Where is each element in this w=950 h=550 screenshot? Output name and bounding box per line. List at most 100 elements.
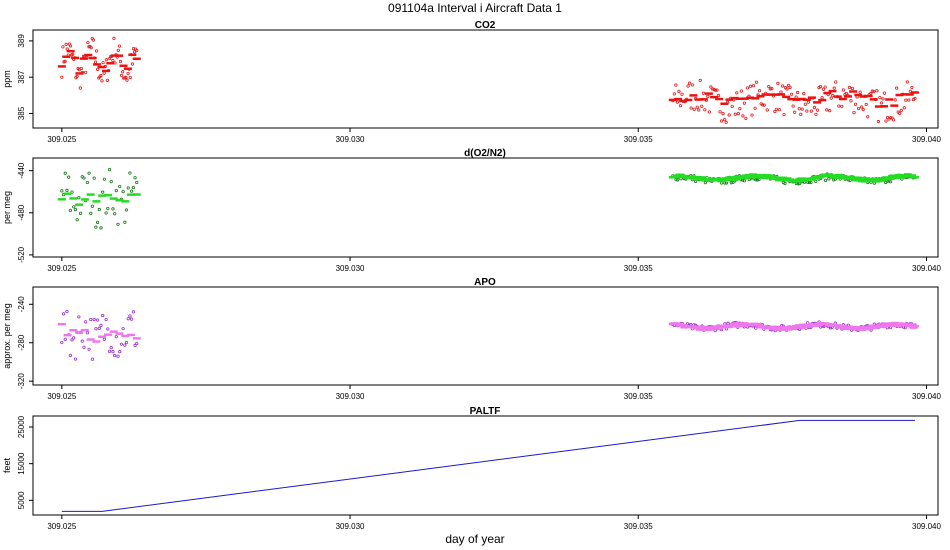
data-point <box>82 176 86 180</box>
data-point <box>116 222 120 226</box>
data-point <box>710 87 715 91</box>
data-point <box>131 310 135 314</box>
plot-frame <box>32 415 939 516</box>
data-point <box>133 176 137 180</box>
data-point <box>895 86 899 90</box>
data-point <box>125 78 129 82</box>
data-point <box>899 108 903 113</box>
data-point <box>672 92 676 96</box>
x-tick-label: 309.030 <box>336 135 365 144</box>
data-point <box>85 180 89 185</box>
data-point <box>709 85 713 89</box>
data-point <box>691 83 695 87</box>
data-point <box>870 89 874 93</box>
panel-title: CO2 <box>475 20 496 31</box>
data-point <box>79 66 83 71</box>
data-point <box>750 113 754 117</box>
data-point <box>884 119 888 123</box>
data-point <box>780 84 785 88</box>
data-point <box>77 315 81 319</box>
data-point <box>777 108 782 112</box>
data-point <box>739 89 743 93</box>
data-point <box>719 119 724 123</box>
data-point <box>126 317 130 321</box>
data-point <box>707 110 711 114</box>
data-point <box>879 101 884 105</box>
data-point <box>762 103 766 107</box>
data-point <box>757 177 761 182</box>
data-point <box>686 84 690 88</box>
data-point <box>701 91 705 95</box>
data-point <box>70 190 74 194</box>
y-axis-label: approx. per meg <box>2 303 12 369</box>
data-point <box>727 113 731 117</box>
data-point <box>807 180 811 185</box>
data-point <box>721 112 725 116</box>
data-point <box>697 108 701 112</box>
data-point <box>71 52 75 56</box>
data-point <box>90 204 95 208</box>
data-point <box>680 92 684 96</box>
data-point <box>797 107 801 111</box>
data-point <box>882 91 887 95</box>
data-point <box>72 205 76 209</box>
data-point <box>89 46 93 50</box>
data-point <box>748 84 753 88</box>
data-point <box>751 84 756 88</box>
data-point <box>840 104 844 108</box>
data-point <box>893 98 897 102</box>
data-point <box>821 87 826 91</box>
data-point <box>87 171 91 175</box>
x-tick-label: 309.025 <box>47 264 76 273</box>
data-point <box>794 95 798 99</box>
data-point <box>812 105 817 110</box>
panel-1: d(O2/N2) per meg -520 -480 -440 309.025 309.03… <box>2 148 941 273</box>
data-point <box>745 86 750 90</box>
y-tick-label: 15000 <box>17 452 26 475</box>
data-point <box>133 343 137 347</box>
data-point <box>78 211 83 215</box>
data-point <box>95 220 100 224</box>
data-point <box>818 84 823 89</box>
data-point <box>90 357 95 361</box>
data-point <box>99 226 103 230</box>
data-point <box>693 179 698 183</box>
data-point <box>706 94 710 99</box>
data-point <box>104 317 108 322</box>
panel-title: d(O2/N2) <box>464 148 506 159</box>
data-point <box>73 357 78 361</box>
data-point <box>869 91 873 96</box>
data-point <box>64 42 68 46</box>
data-point <box>809 180 813 185</box>
data-point <box>827 177 831 181</box>
data-point <box>97 207 101 212</box>
data-point <box>111 350 115 354</box>
data-point <box>126 186 130 190</box>
data-point <box>861 107 865 112</box>
data-point <box>111 207 115 211</box>
data-point <box>773 109 777 114</box>
data-point <box>715 88 719 92</box>
data-point <box>675 100 680 104</box>
data-point <box>864 102 868 107</box>
data-point <box>905 80 909 84</box>
data-point <box>131 185 135 190</box>
data-point <box>685 322 690 326</box>
data-point <box>881 97 885 101</box>
data-point <box>128 171 132 175</box>
data-point <box>99 323 103 327</box>
data-point <box>875 89 879 93</box>
data-point <box>803 102 807 106</box>
data-point <box>820 96 824 100</box>
data-point <box>119 73 124 77</box>
data-point <box>92 317 96 322</box>
data-point <box>849 99 853 103</box>
data-point <box>130 317 134 321</box>
x-tick-label: 309.025 <box>47 135 76 144</box>
data-point <box>109 180 113 184</box>
data-point <box>910 85 914 90</box>
data-point <box>89 211 93 215</box>
data-point <box>100 79 104 83</box>
data-point <box>735 91 739 95</box>
data-point <box>866 115 870 119</box>
